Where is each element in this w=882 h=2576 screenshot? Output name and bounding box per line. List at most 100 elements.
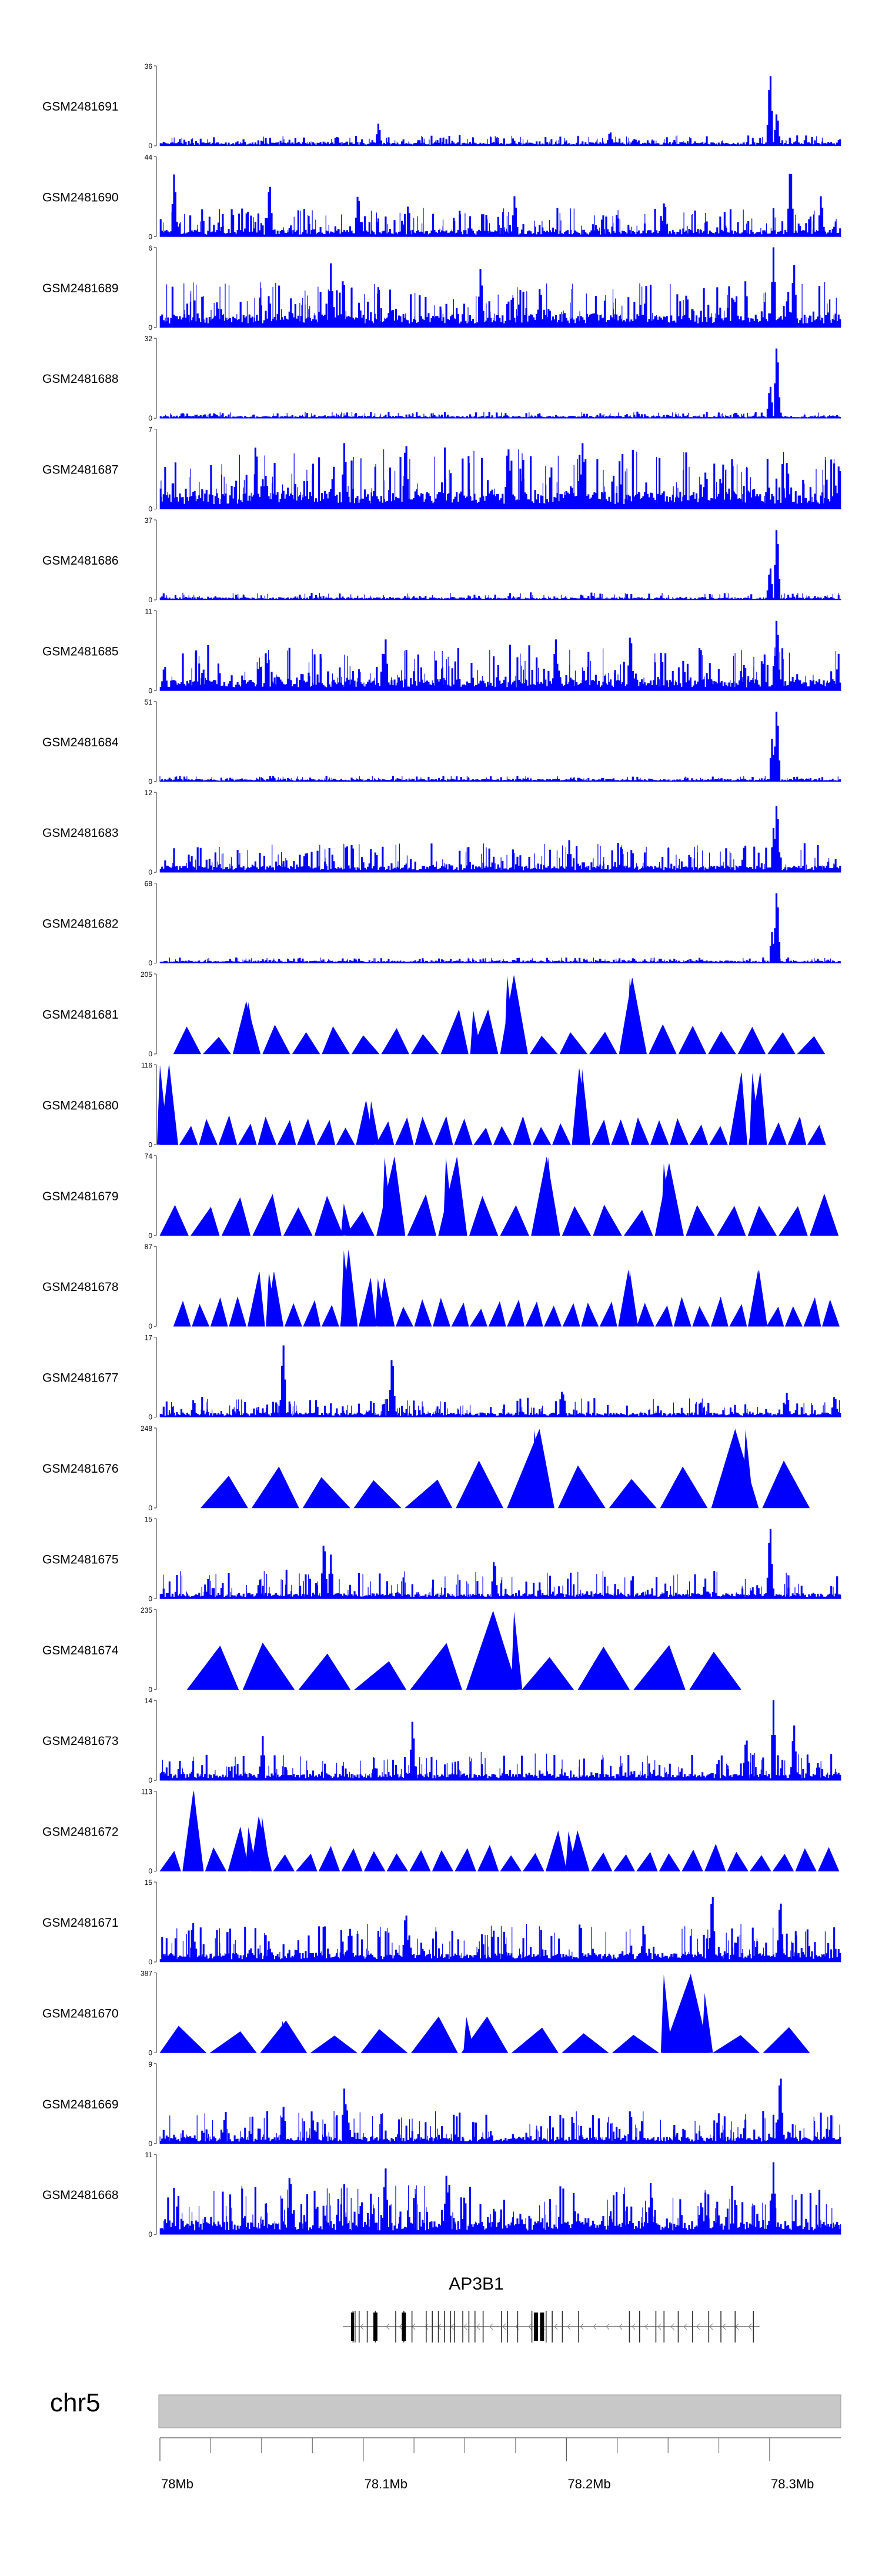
y-min-label: 0 — [148, 142, 152, 150]
y-max-label: 68 — [145, 880, 153, 888]
track-label: GSM2481680 — [42, 1099, 119, 1112]
x-tick-label: 78.2Mb — [567, 2477, 610, 2491]
gene-name-label: AP3B1 — [449, 2274, 503, 2294]
exon-block — [402, 2313, 406, 2341]
track-GSM2481691: GSM2481691 36 0 — [42, 62, 841, 150]
strand-arrow — [528, 2323, 532, 2330]
strand-arrow — [619, 2323, 623, 2330]
exon-block — [350, 2313, 354, 2341]
y-min-label: 0 — [148, 1594, 152, 1603]
signal-peak — [382, 1157, 393, 1236]
signal-area — [159, 712, 841, 782]
strand-arrow — [670, 2323, 674, 2330]
signal-peak — [463, 2017, 475, 2053]
track-label: GSM2481679 — [42, 1190, 119, 1203]
strand-arrow — [567, 2323, 571, 2330]
strand-arrow — [657, 2323, 662, 2330]
strand-arrow — [722, 2323, 726, 2330]
signal-peak — [627, 977, 638, 1054]
gene-model-ap3b1 — [343, 2311, 760, 2343]
signal-area — [159, 530, 841, 600]
track-label: GSM2481673 — [42, 1734, 119, 1748]
signal-peak — [340, 1250, 352, 1327]
strand-arrow — [489, 2323, 493, 2330]
y-min-label: 0 — [148, 505, 152, 513]
track-GSM2481686: GSM2481686 37 0 — [42, 516, 841, 604]
track-GSM2481668: GSM2481668 11 0 — [42, 2151, 841, 2238]
strand-arrow — [632, 2323, 636, 2330]
signal-area — [159, 893, 841, 963]
y-max-label: 14 — [145, 1697, 153, 1705]
y-min-label: 0 — [148, 1413, 152, 1422]
y-max-label: 205 — [141, 970, 152, 979]
track-label: GSM2481671 — [42, 1916, 119, 1930]
gene-track: AP3B1 — [343, 2274, 760, 2343]
track-label: GSM2481681 — [42, 1008, 119, 1022]
strand-arrow — [683, 2323, 687, 2330]
y-min-label: 0 — [148, 1322, 152, 1330]
track-label: GSM2481676 — [42, 1462, 119, 1476]
signal-area — [159, 443, 841, 509]
y-max-label: 387 — [141, 1969, 152, 1977]
track-label: GSM2481677 — [42, 1372, 119, 1385]
signal-peak — [749, 1073, 761, 1145]
signal-peak — [497, 1633, 509, 1690]
strand-arrow — [554, 2323, 558, 2330]
y-max-label: 116 — [141, 1061, 152, 1069]
chromosome-label: chr5 — [50, 2388, 101, 2417]
strand-arrow — [580, 2323, 584, 2330]
track-GSM2481670: GSM2481670 387 0 — [42, 1969, 810, 2057]
signal-peak — [756, 1270, 767, 1327]
signal-peak — [279, 2021, 291, 2053]
signal-peak — [531, 1429, 543, 1508]
y-max-label: 235 — [141, 1606, 152, 1614]
track-label: GSM2481682 — [42, 917, 119, 931]
y-max-label: 12 — [145, 789, 153, 797]
track-label: GSM2481689 — [42, 282, 119, 295]
signal-area — [159, 1700, 841, 1781]
track-GSM2481685: GSM2481685 11 0 — [42, 607, 841, 695]
y-max-label: 11 — [145, 2151, 153, 2159]
track-GSM2481677: GSM2481677 17 0 — [42, 1334, 841, 1422]
y-max-label: 15 — [145, 1878, 153, 1887]
track-GSM2481674: GSM2481674 235 0 — [42, 1606, 741, 1694]
strand-arrow — [748, 2323, 752, 2330]
exon-block — [540, 2313, 544, 2341]
signal-area — [159, 2078, 841, 2144]
signal-peak — [504, 975, 516, 1054]
track-label: GSM2481686 — [42, 554, 119, 568]
signal-area — [159, 806, 841, 873]
y-min-label: 0 — [148, 1232, 152, 1240]
track-GSM2481687: GSM2481687 7 0 — [42, 426, 841, 513]
y-min-label: 0 — [148, 868, 152, 876]
track-GSM2481676: GSM2481676 248 0 — [42, 1424, 810, 1512]
y-min-label: 0 — [148, 1504, 152, 1512]
track-GSM2481681: GSM2481681 205 0 — [42, 970, 826, 1058]
signal-peak — [627, 1270, 638, 1327]
track-GSM2481683: GSM2481683 12 0 — [42, 789, 841, 876]
y-min-label: 0 — [148, 686, 152, 695]
track-label: GSM2481688 — [42, 372, 119, 386]
signal-area — [173, 975, 826, 1055]
y-max-label: 87 — [145, 1243, 153, 1251]
track-label: GSM2481672 — [42, 1826, 119, 1839]
signal-peak — [545, 1157, 557, 1236]
signal-peak — [742, 1429, 754, 1508]
y-min-label: 0 — [148, 232, 152, 241]
strand-arrow — [463, 2323, 467, 2330]
track-GSM2481680: GSM2481680 116 0 — [42, 1061, 826, 1149]
signal-peak — [245, 1002, 257, 1054]
y-max-label: 44 — [145, 153, 153, 161]
y-max-label: 51 — [145, 698, 153, 706]
y-min-label: 0 — [148, 1958, 152, 1966]
signal-area — [186, 1610, 741, 1690]
track-label: GSM2481690 — [42, 191, 119, 204]
y-max-label: 9 — [148, 2060, 152, 2068]
y-min-label: 0 — [148, 1867, 152, 1876]
signal-area — [159, 1345, 841, 1417]
y-min-label: 0 — [148, 2048, 152, 2057]
y-max-label: 36 — [145, 62, 153, 71]
signal-peak — [368, 1100, 379, 1145]
strand-arrow — [735, 2323, 739, 2330]
signal-peak — [511, 1611, 523, 1690]
